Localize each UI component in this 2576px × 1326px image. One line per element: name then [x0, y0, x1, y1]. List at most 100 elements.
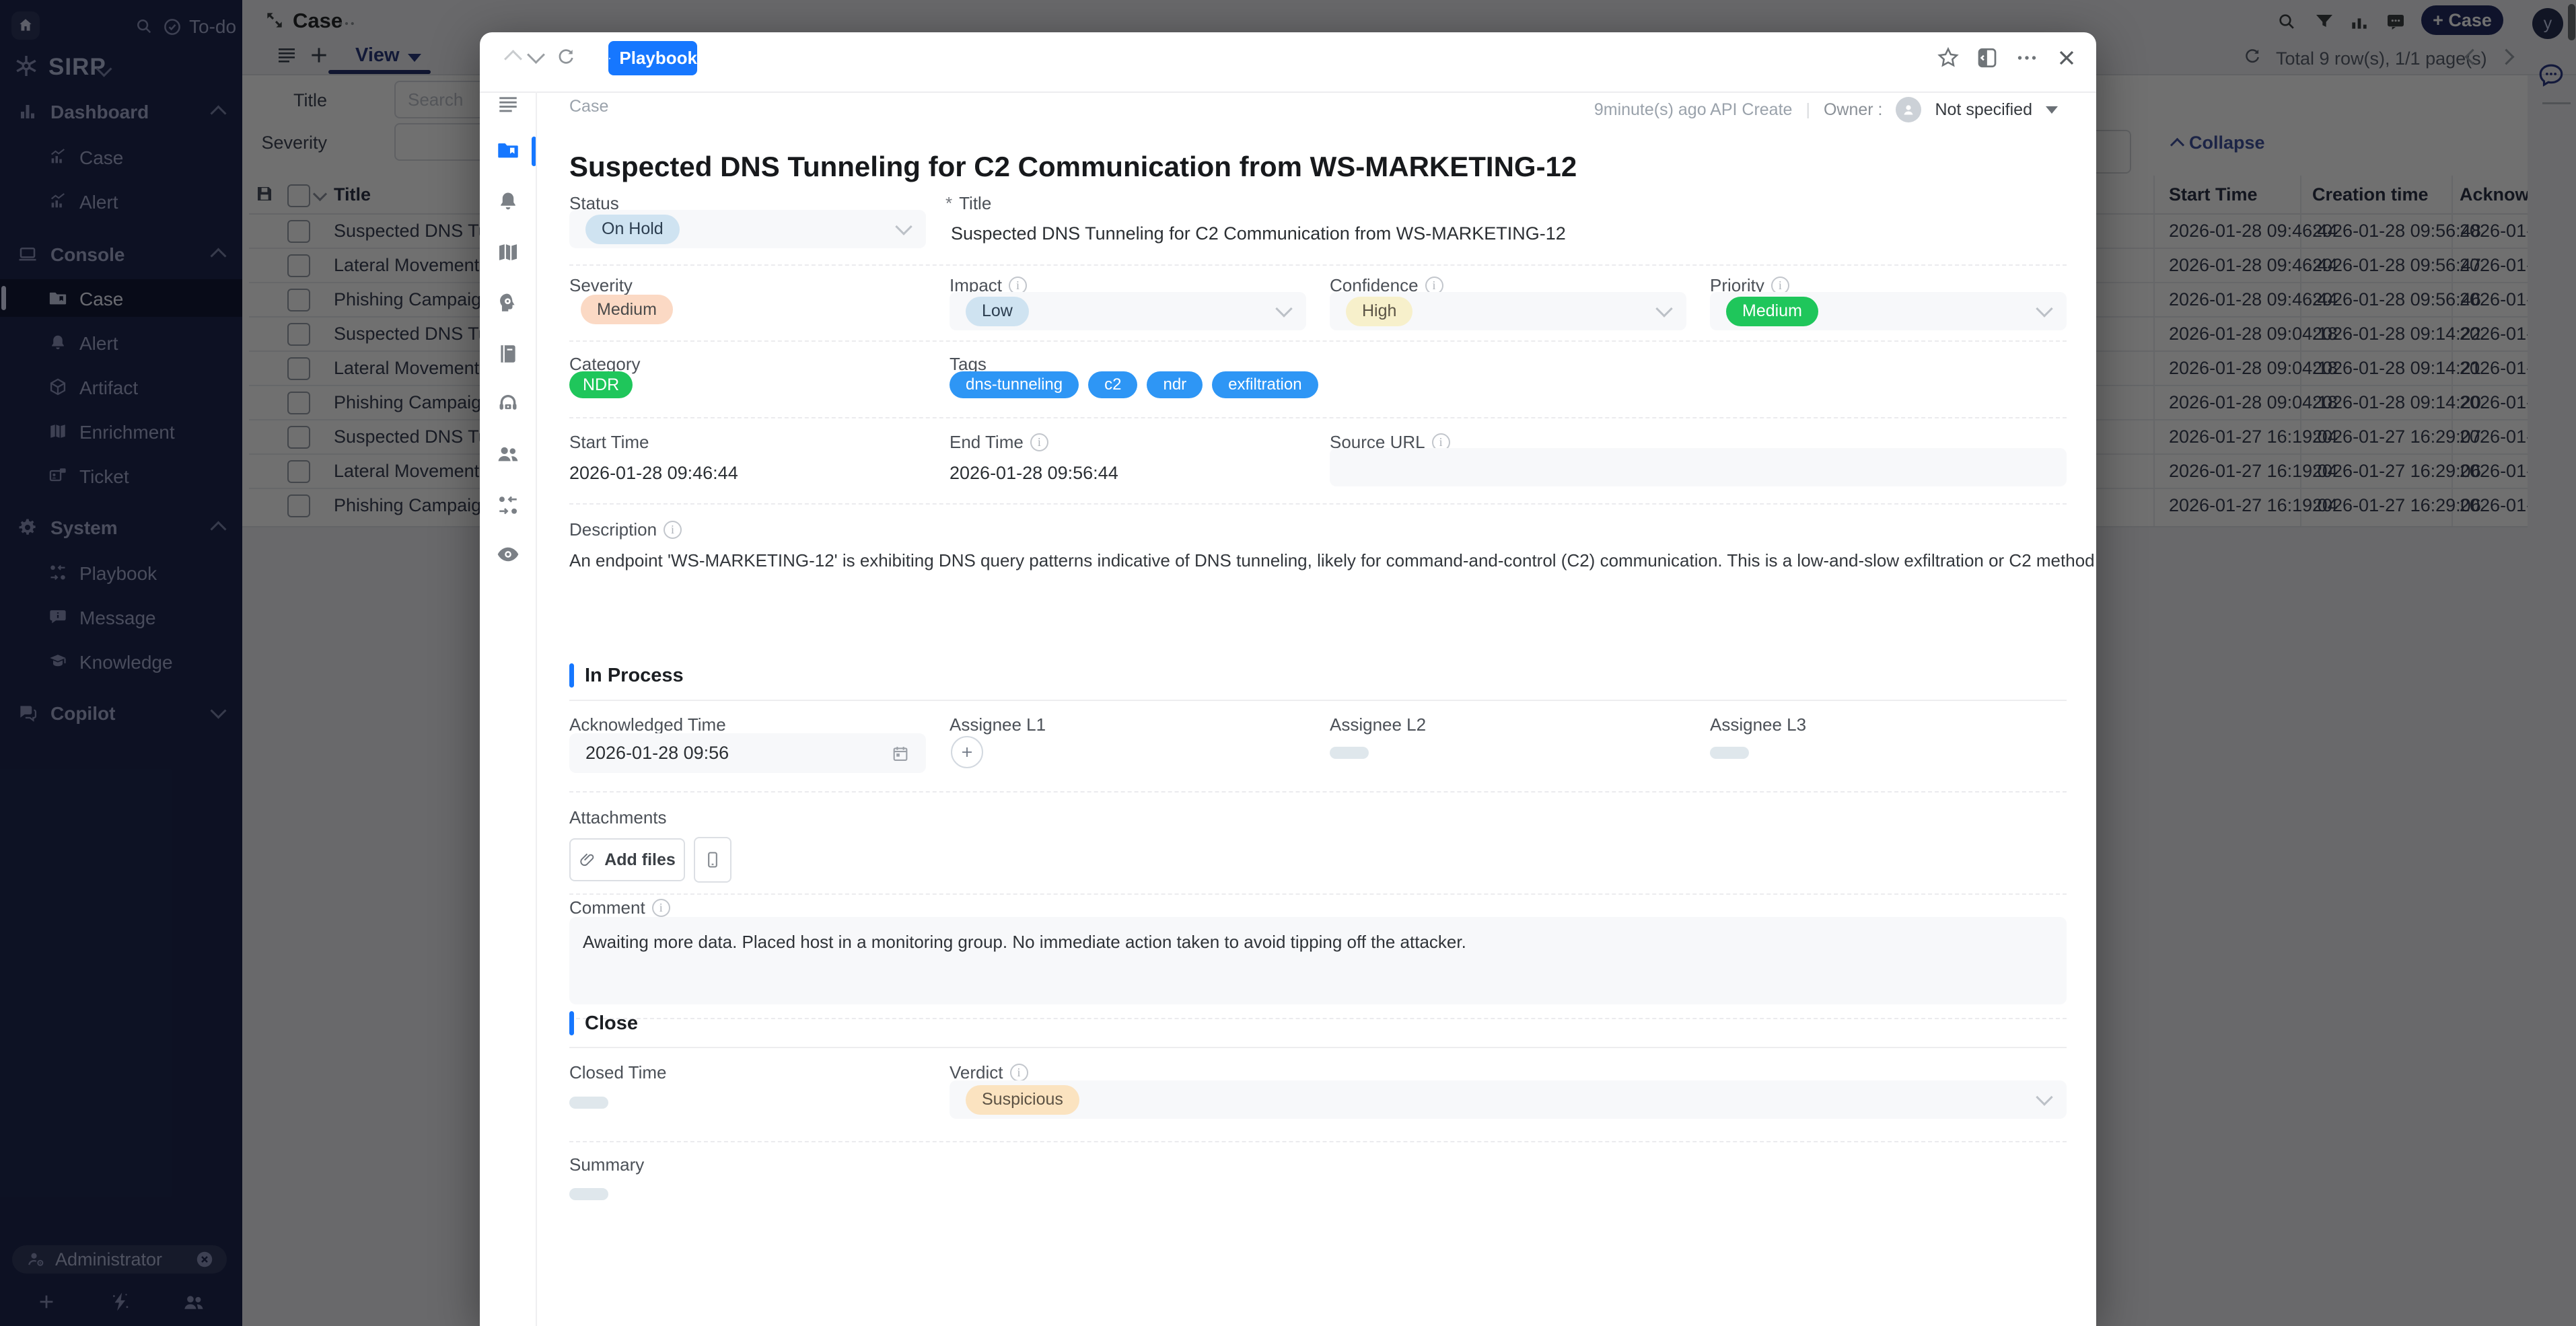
row-divider — [569, 791, 2067, 793]
acknowledged-time-input[interactable]: 2026-01-28 09:56 — [569, 733, 926, 773]
section-accent-bar — [569, 1011, 574, 1035]
attachments-label: Attachments — [569, 807, 667, 827]
tag-pill: ndr — [1147, 371, 1203, 398]
folder-icon[interactable] — [497, 139, 520, 161]
add-files-button[interactable]: Add files — [569, 838, 685, 881]
summary-empty — [569, 1188, 608, 1200]
category-value-pill: NDR — [569, 371, 633, 398]
created-info: 9minute(s) ago API Create — [1594, 100, 1793, 119]
owner-value[interactable]: Not specified — [1935, 100, 2032, 119]
info-icon — [1009, 1064, 1028, 1082]
chevron-down-icon — [2036, 299, 2053, 318]
comment-value: Awaiting more data. Placed host in a mon… — [583, 932, 1466, 952]
assignee-l2-empty — [1330, 747, 1369, 759]
owner-caret-icon[interactable] — [2046, 106, 2058, 114]
info-icon — [664, 521, 682, 539]
impact-select[interactable]: Low — [950, 292, 1306, 330]
playbook-button[interactable]: Playbook — [608, 41, 697, 75]
users-icon[interactable] — [497, 443, 520, 466]
play-icon — [609, 57, 611, 59]
start-time-value[interactable]: 2026-01-28 09:46:44 — [569, 463, 738, 483]
tags-label: Tags — [950, 354, 987, 374]
close-icon[interactable] — [2054, 46, 2079, 70]
confidence-select[interactable]: High — [1330, 292, 1686, 330]
row-divider — [569, 1141, 2067, 1142]
assignee-l3-empty — [1710, 747, 1749, 759]
assignee-l3-label: Assignee L3 — [1710, 714, 1807, 735]
required-mark: * — [945, 193, 953, 213]
tags-list: dns-tunneling c2 ndr exfiltration — [950, 371, 1318, 398]
prev-record-chevron-up-icon[interactable] — [504, 50, 522, 68]
section-divider — [569, 1047, 2067, 1048]
verdict-select[interactable]: Suspicious — [950, 1080, 2067, 1119]
user-icon — [1904, 105, 1913, 115]
verdict-label: Verdict — [950, 1062, 1003, 1082]
owner-avatar — [1896, 97, 1922, 122]
record-meta: 9minute(s) ago API Create | Owner : Not … — [1594, 97, 2058, 122]
add-assignee-button[interactable] — [951, 736, 983, 768]
book-icon[interactable] — [497, 342, 520, 365]
breadcrumb[interactable]: Case — [569, 97, 609, 116]
section-close: Close — [585, 1012, 638, 1034]
headset-icon[interactable] — [497, 392, 520, 414]
section-in-process: In Process — [585, 665, 684, 686]
title-label: Title — [959, 193, 992, 213]
menu-icon[interactable] — [497, 93, 520, 116]
source-url-input[interactable] — [1330, 448, 2067, 486]
case-title: Suspected DNS Tunneling for C2 Communica… — [569, 151, 1577, 183]
plus-icon — [962, 747, 972, 757]
map-columns-icon[interactable] — [497, 241, 520, 264]
chevron-down-icon — [1275, 299, 1293, 318]
row-divider — [569, 417, 2067, 418]
bell-icon[interactable] — [497, 190, 520, 213]
case-detail-modal: Playbook Case 9minute(s) ago API Create … — [480, 32, 2096, 1326]
closed-time-empty — [569, 1097, 608, 1109]
tag-pill: dns-tunneling — [950, 371, 1079, 398]
comment-textarea[interactable]: Awaiting more data. Placed host in a mon… — [569, 917, 2067, 1004]
chevron-down-icon — [1655, 299, 1673, 318]
priority-value-pill: Medium — [1726, 296, 1818, 326]
workflow-icon[interactable] — [497, 494, 520, 517]
severity-value-pill: Medium — [581, 295, 673, 324]
ellipsis-icon[interactable] — [2015, 46, 2039, 70]
description-label: Description — [569, 519, 657, 540]
eye-icon[interactable] — [497, 543, 520, 566]
refresh-icon[interactable] — [555, 47, 577, 69]
description-value[interactable]: An endpoint 'WS-MARKETING-12' is exhibit… — [569, 550, 2096, 570]
toolbar-divider — [480, 91, 2096, 93]
assignee-l1-label: Assignee L1 — [950, 714, 1046, 735]
tag-pill: c2 — [1088, 371, 1138, 398]
head-gear-icon[interactable] — [497, 291, 520, 314]
impact-value-pill: Low — [966, 296, 1029, 326]
phone-icon — [708, 852, 717, 868]
row-divider — [569, 340, 2067, 342]
side-panel-icon[interactable] — [1975, 46, 1999, 70]
mobile-upload-button[interactable] — [694, 837, 731, 883]
playbook-label: Playbook — [619, 48, 697, 68]
acknowledged-time-value: 2026-01-28 09:56 — [585, 743, 729, 763]
row-divider — [569, 264, 2067, 266]
severity-label: Severity — [569, 275, 633, 295]
next-record-chevron-down-icon[interactable] — [527, 46, 545, 64]
info-icon — [1030, 433, 1048, 451]
paperclip-icon — [580, 853, 594, 867]
section-accent-bar — [569, 663, 574, 688]
verdict-value-pill: Suspicious — [966, 1084, 1079, 1115]
status-select[interactable]: On Hold — [569, 210, 926, 248]
info-icon — [651, 899, 670, 917]
star-icon[interactable] — [1936, 46, 1960, 70]
summary-label: Summary — [569, 1154, 645, 1175]
confidence-value-pill: High — [1346, 296, 1413, 326]
row-divider — [569, 893, 2067, 895]
end-time-value[interactable]: 2026-01-28 09:56:44 — [950, 463, 1118, 483]
rail-active-indicator — [532, 137, 536, 166]
rail-divider — [536, 91, 537, 1326]
chevron-down-icon — [2036, 1088, 2053, 1106]
end-time-label: End Time — [950, 432, 1024, 452]
start-time-label: Start Time — [569, 432, 649, 452]
chevron-down-icon — [895, 217, 913, 235]
priority-select[interactable]: Medium — [1710, 292, 2067, 330]
comment-label: Comment — [569, 897, 645, 918]
closed-time-label: Closed Time — [569, 1062, 667, 1082]
title-value[interactable]: Suspected DNS Tunneling for C2 Communica… — [951, 223, 1566, 244]
